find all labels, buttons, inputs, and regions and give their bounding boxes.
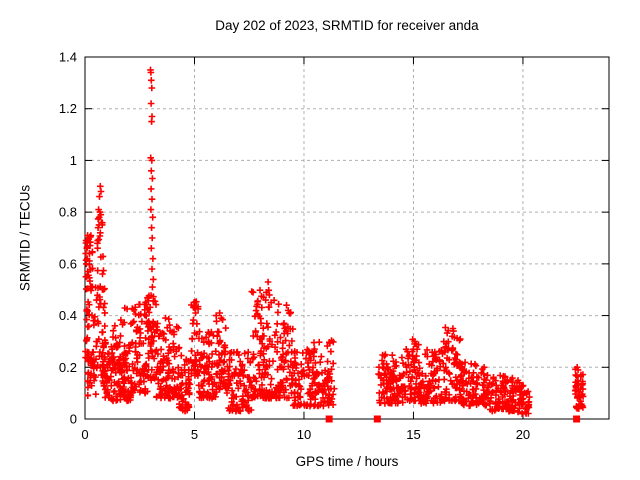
y-tick-label: 1.2 (59, 101, 77, 116)
x-tick-label: 20 (516, 427, 530, 442)
data-points (82, 66, 587, 417)
y-tick-label: 1 (70, 153, 77, 168)
x-tick-label: 0 (81, 427, 88, 442)
chart-title: Day 202 of 2023, SRMTID for receiver and… (215, 18, 479, 33)
y-tick-label: 0.6 (59, 256, 77, 271)
x-tick-label: 10 (297, 427, 311, 442)
y-tick-label: 0 (70, 412, 77, 427)
baseline-square-marker (325, 415, 333, 423)
y-tick-label: 0.2 (59, 360, 77, 375)
x-tick-label: 15 (406, 427, 420, 442)
x-tick-label: 5 (191, 427, 198, 442)
baseline-square-marker (373, 415, 381, 423)
y-tick-label: 0.4 (59, 308, 77, 323)
y-tick-label: 0.8 (59, 205, 77, 220)
y-tick-label: 1.4 (59, 50, 77, 65)
x-axis-label: GPS time / hours (295, 454, 399, 469)
baseline-square-marker (573, 415, 581, 423)
plot-border (84, 56, 610, 420)
